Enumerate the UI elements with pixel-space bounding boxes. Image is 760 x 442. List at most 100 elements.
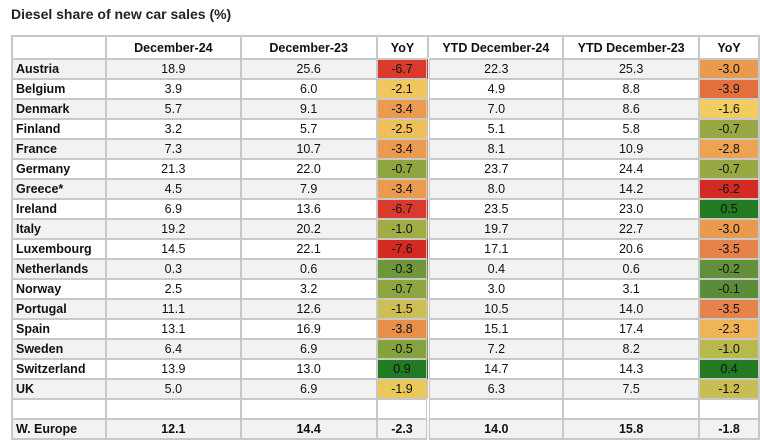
dec24-cell: 3.2 (104, 118, 242, 140)
yoy-cell (375, 398, 431, 420)
ytd24-cell: 5.1 (427, 118, 565, 140)
dec23-cell: 20.2 (239, 218, 378, 240)
ytd-yoy-cell: -3.9 (698, 78, 760, 100)
ytd-yoy-cell: -3.0 (698, 58, 760, 80)
ytd24-cell (427, 398, 565, 420)
table-row: Denmark 5.7 9.1 -3.4 7.0 8.6 -1.6 (11, 98, 760, 120)
country-cell: Sweden (11, 338, 107, 360)
ytd24-cell: 3.0 (427, 278, 565, 300)
chart-title: Diesel share of new car sales (%) (11, 6, 232, 22)
ytd23-cell: 14.0 (562, 298, 701, 320)
table-row: Norway 2.5 3.2 -0.7 3.0 3.1 -0.1 (11, 278, 760, 300)
ytd23-cell: 25.3 (562, 58, 701, 80)
dec24-cell: 0.3 (104, 258, 242, 280)
country-cell: Austria (11, 58, 107, 80)
ytd24-cell: 14.0 (427, 418, 565, 440)
ytd23-cell: 8.8 (562, 78, 701, 100)
ytd23-cell: 14.3 (562, 358, 701, 380)
header-row: December-24 December-23 YoY YTD December… (11, 35, 760, 60)
country-cell: Portugal (11, 298, 107, 320)
dec23-cell: 10.7 (239, 138, 378, 160)
ytd-yoy-cell: -0.7 (698, 118, 760, 140)
ytd24-cell: 23.7 (427, 158, 565, 180)
ytd24-cell: 14.7 (427, 358, 565, 380)
ytd-yoy-cell: -1.0 (698, 338, 760, 360)
table-row: Finland 3.2 5.7 -2.5 5.1 5.8 -0.7 (11, 118, 760, 140)
ytd-yoy-cell: -3.5 (698, 298, 760, 320)
ytd-yoy-cell: 0.4 (698, 358, 760, 380)
dec23-cell: 3.2 (239, 278, 378, 300)
dec24-cell: 4.5 (104, 178, 242, 200)
country-cell: Greece* (11, 178, 107, 200)
ytd24-cell: 22.3 (427, 58, 565, 80)
ytd-yoy-cell: -1.8 (698, 418, 760, 440)
dec23-cell: 6.9 (239, 378, 378, 400)
table-row: Luxembourg 14.5 22.1 -7.6 17.1 20.6 -3.5 (11, 238, 760, 260)
yoy-cell: -3.4 (375, 138, 431, 160)
dec24-cell: 21.3 (104, 158, 242, 180)
ytd23-cell: 7.5 (562, 378, 701, 400)
yoy-cell: 0.9 (375, 358, 431, 380)
ytd-yoy-cell: -6.2 (698, 178, 760, 200)
dec24-cell: 3.9 (104, 78, 242, 100)
ytd23-cell: 0.6 (562, 258, 701, 280)
dec24-cell: 6.4 (104, 338, 242, 360)
yoy-cell: -1.9 (375, 378, 431, 400)
yoy-cell: -0.7 (375, 158, 431, 180)
ytd-yoy-cell: -3.5 (698, 238, 760, 260)
dec23-cell: 22.0 (239, 158, 378, 180)
country-cell: Luxembourg (11, 238, 107, 260)
ytd23-cell: 3.1 (562, 278, 701, 300)
dec24-cell (104, 398, 242, 420)
dec24-cell: 13.9 (104, 358, 242, 380)
header-ytd24: YTD December-24 (427, 35, 565, 60)
dec24-cell: 13.1 (104, 318, 242, 340)
dec23-cell: 16.9 (239, 318, 378, 340)
country-cell: Ireland (11, 198, 107, 220)
country-cell: Spain (11, 318, 107, 340)
table-row: W. Europe 12.1 14.4 -2.3 14.0 15.8 -1.8 (11, 418, 760, 440)
ytd-yoy-cell: -1.2 (698, 378, 760, 400)
yoy-cell: -1.0 (375, 218, 431, 240)
ytd-yoy-cell: -0.1 (698, 278, 760, 300)
table-row: Germany 21.3 22.0 -0.7 23.7 24.4 -0.7 (11, 158, 760, 180)
table-row: Portugal 11.1 12.6 -1.5 10.5 14.0 -3.5 (11, 298, 760, 320)
dec24-cell: 11.1 (104, 298, 242, 320)
ytd-yoy-cell: -0.2 (698, 258, 760, 280)
ytd23-cell: 20.6 (562, 238, 701, 260)
header-dec23: December-23 (239, 35, 378, 60)
country-cell: Netherlands (11, 258, 107, 280)
yoy-cell: -2.1 (375, 78, 431, 100)
ytd23-cell: 14.2 (562, 178, 701, 200)
yoy-cell: -6.7 (375, 198, 431, 220)
dec24-cell: 5.7 (104, 98, 242, 120)
dec24-cell: 6.9 (104, 198, 242, 220)
yoy-cell: -3.4 (375, 178, 431, 200)
ytd24-cell: 8.0 (427, 178, 565, 200)
dec23-cell: 22.1 (239, 238, 378, 260)
ytd23-cell: 24.4 (562, 158, 701, 180)
dec24-cell: 18.9 (104, 58, 242, 80)
ytd23-cell (562, 398, 701, 420)
dec23-cell: 0.6 (239, 258, 378, 280)
ytd23-cell: 8.6 (562, 98, 701, 120)
ytd-yoy-cell: -2.3 (698, 318, 760, 340)
table-row: Sweden 6.4 6.9 -0.5 7.2 8.2 -1.0 (11, 338, 760, 360)
dec23-cell: 6.9 (239, 338, 378, 360)
ytd-yoy-cell: -1.6 (698, 98, 760, 120)
ytd24-cell: 0.4 (427, 258, 565, 280)
yoy-cell: -1.5 (375, 298, 431, 320)
country-cell (11, 398, 107, 420)
country-cell: UK (11, 378, 107, 400)
dec23-cell: 5.7 (239, 118, 378, 140)
table-row: Spain 13.1 16.9 -3.8 15.1 17.4 -2.3 (11, 318, 760, 340)
diesel-share-table: December-24 December-23 YoY YTD December… (11, 35, 760, 440)
dec23-cell: 13.0 (239, 358, 378, 380)
ytd24-cell: 8.1 (427, 138, 565, 160)
dec23-cell: 13.6 (239, 198, 378, 220)
ytd24-cell: 17.1 (427, 238, 565, 260)
ytd24-cell: 4.9 (427, 78, 565, 100)
yoy-cell: -6.7 (375, 58, 431, 80)
dec23-cell: 12.6 (239, 298, 378, 320)
table-row: Austria 18.9 25.6 -6.7 22.3 25.3 -3.0 (11, 58, 760, 80)
